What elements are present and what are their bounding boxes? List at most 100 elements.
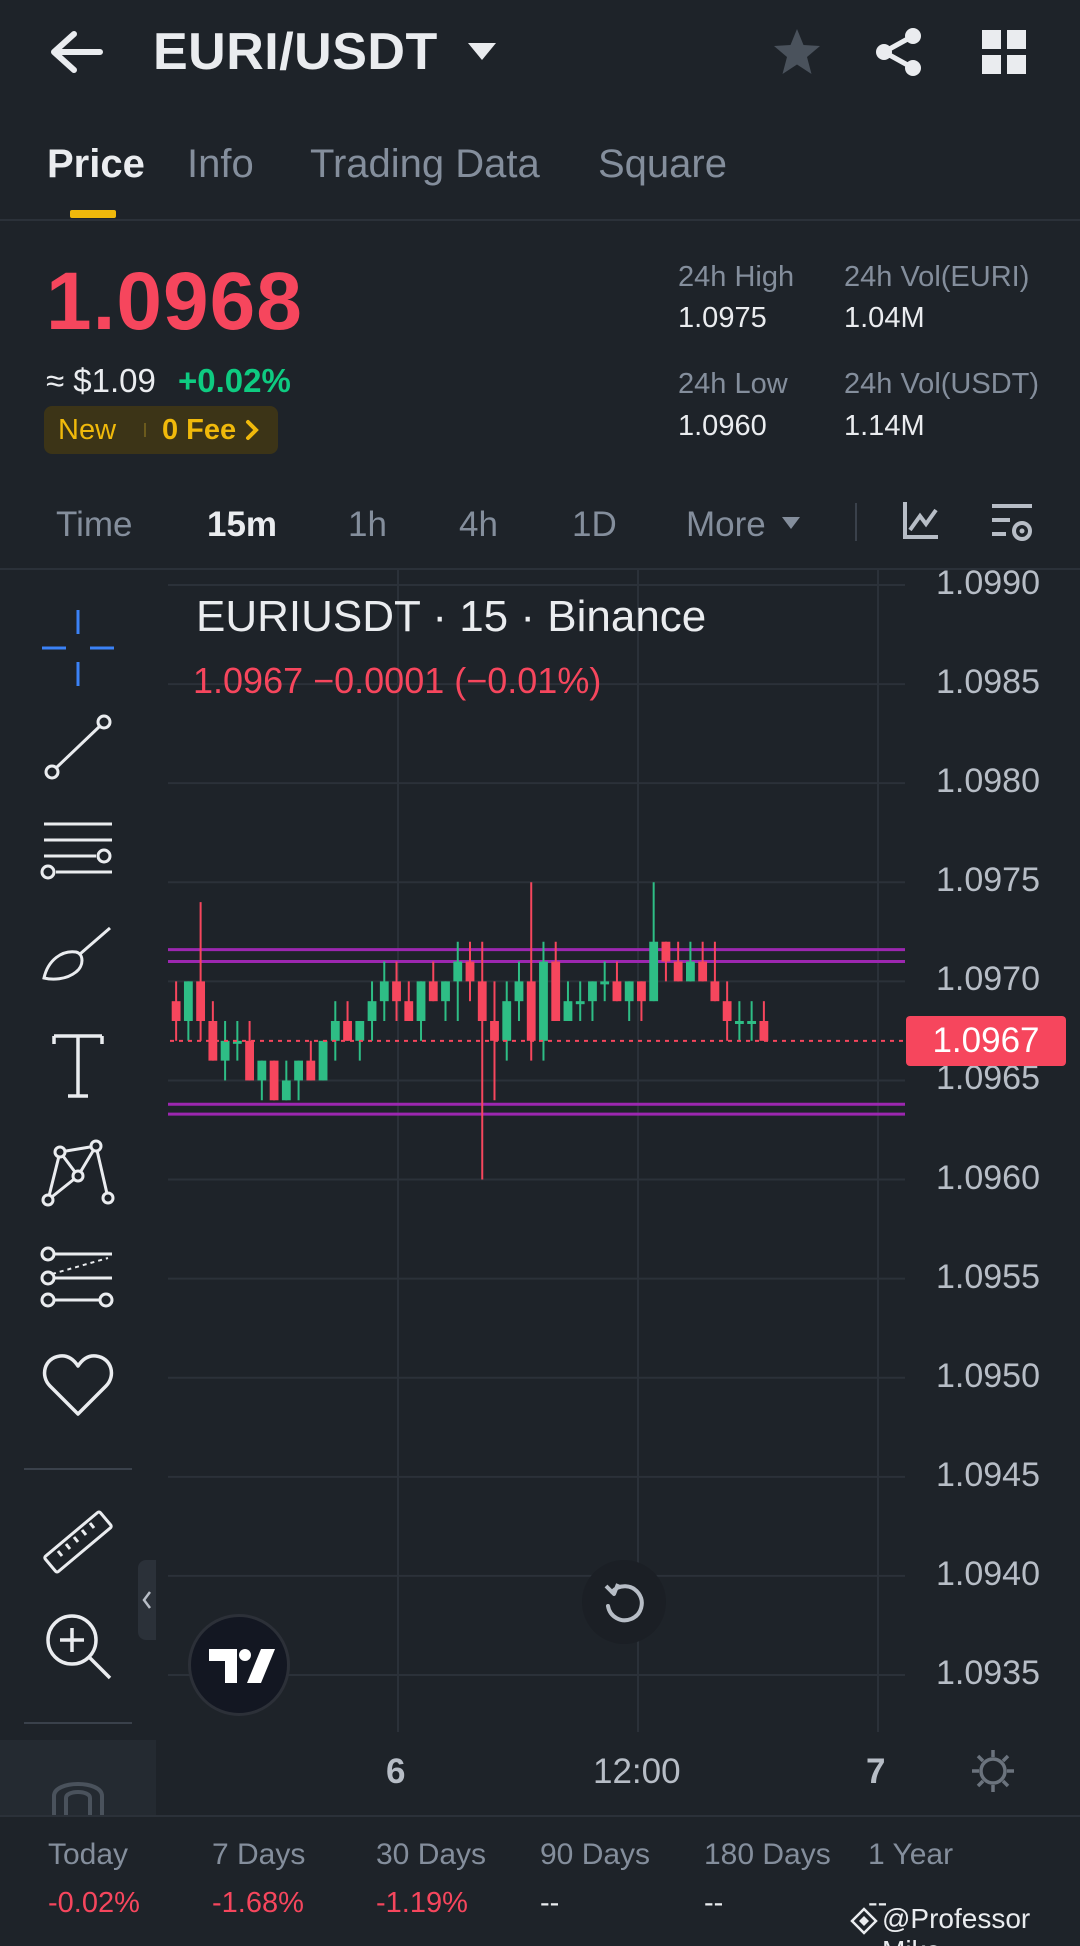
candle-body	[232, 1040, 242, 1044]
candle-body	[269, 1060, 279, 1101]
candle-body	[392, 981, 401, 1002]
candle-body	[502, 1001, 512, 1041]
badge-divider	[144, 423, 146, 437]
text-tool-icon[interactable]	[38, 1026, 118, 1106]
toolbar-divider	[24, 1722, 132, 1724]
watermark: @Professor Mike	[882, 1903, 1031, 1946]
toolbar-collapse-handle[interactable]	[138, 1560, 156, 1640]
tradingview-logo-button[interactable]	[188, 1614, 290, 1716]
favorite-star-icon[interactable]	[770, 26, 824, 78]
tab-trading-data[interactable]: Trading Data	[310, 142, 540, 186]
pair-dropdown-caret-icon[interactable]	[466, 40, 498, 62]
magnet-tool-bg	[0, 1740, 156, 1815]
candlestick-chart[interactable]	[0, 570, 1080, 1810]
trend-line-icon[interactable]	[38, 708, 118, 788]
tab-square[interactable]: Square	[598, 142, 727, 186]
reset-chart-button[interactable]	[582, 1560, 666, 1644]
candle-body	[588, 981, 597, 1002]
magnet-icon[interactable]	[38, 1760, 118, 1840]
interval-time[interactable]: Time	[56, 505, 133, 544]
interval-15m[interactable]: 15m	[207, 505, 278, 544]
perf-value: --	[704, 1887, 724, 1919]
candle-body	[428, 981, 438, 1002]
pair-title[interactable]: EURI/USDT	[153, 23, 438, 81]
fib-retracement-icon[interactable]	[38, 1238, 118, 1318]
candle-body	[294, 1060, 303, 1081]
interval-bar-divider	[0, 568, 1080, 570]
more-caret-icon[interactable]	[780, 515, 802, 531]
candle-body	[759, 1021, 769, 1041]
tab-price[interactable]: Price	[47, 142, 145, 186]
candle-body	[306, 1060, 316, 1081]
candle-body	[208, 1021, 218, 1061]
candle-body	[575, 1001, 585, 1005]
y-tick-label: 1.0935	[936, 1654, 1040, 1692]
zero-fee-badge[interactable]: New 0 Fee	[44, 406, 278, 454]
perf-label: 1 Year	[868, 1838, 954, 1871]
candle-body	[747, 1021, 757, 1024]
candle-body	[563, 1001, 573, 1021]
x-tick-label: 7	[866, 1752, 886, 1791]
perf-label: 7 Days	[212, 1838, 306, 1871]
candle-body	[710, 981, 720, 1002]
candle-body	[637, 981, 646, 1002]
high-24h-value: 1.0975	[678, 302, 767, 334]
low-24h-label: 24h Low	[678, 368, 788, 400]
candle-body	[330, 1021, 340, 1041]
candle-body	[490, 1021, 499, 1041]
vol-base-label: 24h Vol(EURI)	[844, 261, 1030, 293]
y-tick-label: 1.0970	[936, 960, 1040, 999]
candle-body	[404, 1001, 414, 1021]
candle-body	[661, 941, 671, 962]
candle-body	[734, 1021, 744, 1024]
chevron-left-icon	[142, 1591, 151, 1609]
candle-body	[257, 1060, 267, 1081]
zoom-in-icon[interactable]	[38, 1606, 118, 1686]
badge-new-label: New	[58, 414, 117, 446]
candle-body	[441, 981, 450, 1002]
candle-body	[612, 981, 622, 1002]
perf-value: -1.19%	[376, 1887, 468, 1919]
interval-1h[interactable]: 1h	[348, 505, 387, 544]
price-change-percent: +0.02%	[178, 362, 291, 399]
toolbar-divider	[24, 1468, 132, 1470]
y-tick-label: 1.0950	[936, 1356, 1040, 1395]
tradingview-logo-icon	[209, 1649, 275, 1683]
chart-area[interactable]	[0, 570, 1080, 1815]
pattern-tool-icon[interactable]	[38, 1132, 118, 1212]
timezone-settings-icon[interactable]	[970, 1748, 1016, 1794]
interval-1d[interactable]: 1D	[572, 505, 617, 544]
back-arrow-icon[interactable]	[48, 30, 104, 74]
interval-4h[interactable]: 4h	[459, 505, 498, 544]
vol-quote-label: 24h Vol(USDT)	[844, 368, 1040, 400]
brush-icon[interactable]	[38, 920, 118, 1000]
indicators-icon[interactable]	[902, 500, 940, 540]
badge-fee-label: 0 Fee	[162, 414, 237, 446]
drawing-toolbar	[0, 570, 156, 1816]
horizontal-lines-icon[interactable]	[38, 814, 118, 894]
chart-settings-icon[interactable]	[990, 500, 1034, 546]
share-icon[interactable]	[872, 26, 926, 78]
high-24h-label: 24h High	[678, 261, 795, 293]
chart-legend-values: 1.0967 −0.0001 (−0.01%)	[193, 660, 602, 701]
y-tick-label: 1.0955	[936, 1257, 1040, 1296]
favorites-heart-icon[interactable]	[38, 1344, 118, 1424]
candle-body	[245, 1040, 254, 1081]
y-tick-label: 1.0980	[936, 762, 1040, 801]
tab-info[interactable]: Info	[187, 142, 254, 186]
interval-more[interactable]: More	[686, 505, 766, 544]
perf-value: --	[540, 1887, 560, 1919]
candle-body	[686, 961, 695, 982]
candle-body	[379, 981, 389, 1002]
candle-body	[624, 981, 634, 1002]
candle-body	[514, 981, 524, 1002]
crosshair-icon[interactable]	[38, 608, 118, 688]
candle-body	[281, 1080, 291, 1101]
ruler-icon[interactable]	[38, 1502, 118, 1582]
last-price: 1.0968	[46, 256, 303, 347]
apps-grid-icon[interactable]	[982, 30, 1026, 74]
perf-value: --	[868, 1887, 888, 1919]
candle-body	[367, 1001, 377, 1021]
candle-body	[171, 1001, 181, 1021]
perf-label: Today	[48, 1838, 129, 1871]
